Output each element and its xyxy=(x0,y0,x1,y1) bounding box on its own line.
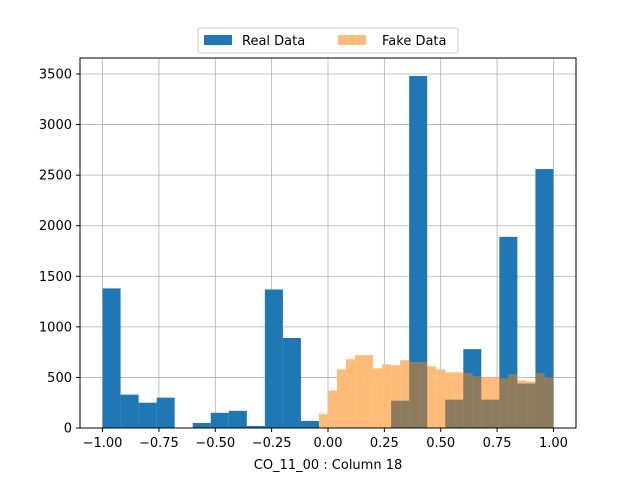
legend-label-fake-data: Fake Data xyxy=(382,34,447,49)
real-data-bar xyxy=(192,422,211,428)
y-tick-label: 0 xyxy=(64,422,72,437)
real-data-bar xyxy=(535,169,554,428)
real-data-bar xyxy=(102,288,121,428)
axis-ticks: −1.00 −0.75 −0.50 −0.25 0.00 0.25 0.50 0.75 1.00… xyxy=(39,68,568,452)
overlap-bar xyxy=(418,362,428,428)
real-data-bar xyxy=(300,420,319,428)
legend-box xyxy=(197,27,459,54)
y-tick-label: 500 xyxy=(47,371,72,386)
overlap-bar xyxy=(535,373,545,428)
y-tick-label: 3000 xyxy=(39,118,72,133)
real-data-bar xyxy=(210,412,229,428)
overlap-bar xyxy=(490,399,500,428)
legend-swatch-real-data xyxy=(204,35,232,45)
overlap-bar xyxy=(472,376,482,428)
fake-data-bar xyxy=(373,368,383,428)
x-tick-label: −0.75 xyxy=(139,436,179,451)
x-tick-label: −1.00 xyxy=(83,436,123,451)
x-tick-label: 0.25 xyxy=(370,436,399,451)
real-data-bar xyxy=(228,410,247,428)
x-tick-label: 0.00 xyxy=(314,436,343,451)
overlap-bar xyxy=(517,383,527,428)
fake-data-bar xyxy=(427,366,437,428)
fake-data-bar xyxy=(391,365,401,428)
x-tick-label: −0.25 xyxy=(252,436,292,451)
x-axis-title: CO_11_00 : Column 18 xyxy=(254,458,403,473)
fake-data-bar xyxy=(382,364,392,428)
overlap-bar xyxy=(499,378,509,428)
y-tick-label: 2500 xyxy=(39,169,72,184)
y-tick-label: 3500 xyxy=(39,68,72,83)
overlap-bar xyxy=(526,383,536,428)
real-data-bar xyxy=(264,289,283,428)
overlap-bar xyxy=(409,362,419,428)
overlap-bar xyxy=(508,374,518,428)
fake-data-bar xyxy=(337,369,347,428)
real-data-bar xyxy=(156,397,175,428)
y-tick-label: 1000 xyxy=(39,320,72,335)
real-data-bar xyxy=(138,402,157,428)
overlap-bar xyxy=(391,400,401,428)
fake-data-bar xyxy=(364,355,374,428)
fake-data-bar xyxy=(355,355,365,428)
x-tick-label: −0.50 xyxy=(195,436,235,451)
legend-label-real-data: Real Data xyxy=(242,34,305,49)
fake-data-bar xyxy=(318,413,328,428)
y-tick-label: 1500 xyxy=(39,270,72,285)
real-data-bar xyxy=(409,76,428,428)
x-tick-label: 1.00 xyxy=(539,436,568,451)
real-data-bar xyxy=(282,337,301,428)
overlap-bar xyxy=(544,377,554,428)
overlap-bar xyxy=(463,373,473,428)
fake-data-bar xyxy=(436,369,446,428)
legend: Real Data Fake Data xyxy=(197,27,459,54)
x-tick-label: 0.75 xyxy=(483,436,512,451)
real-data-bar xyxy=(246,425,265,428)
x-tick-label: 0.50 xyxy=(426,436,455,451)
overlap-bar xyxy=(445,399,455,428)
fake-data-bar xyxy=(346,359,356,428)
histogram-bars xyxy=(102,76,554,428)
overlap-bar xyxy=(454,399,464,428)
real-data-bar xyxy=(120,394,139,428)
overlap-bar xyxy=(400,400,410,428)
overlap-bar xyxy=(481,399,491,428)
fake-data-bar xyxy=(328,390,338,428)
fake-data-bar xyxy=(400,360,410,428)
y-tick-label: 2000 xyxy=(39,219,72,234)
legend-swatch-fake-data xyxy=(338,35,366,45)
